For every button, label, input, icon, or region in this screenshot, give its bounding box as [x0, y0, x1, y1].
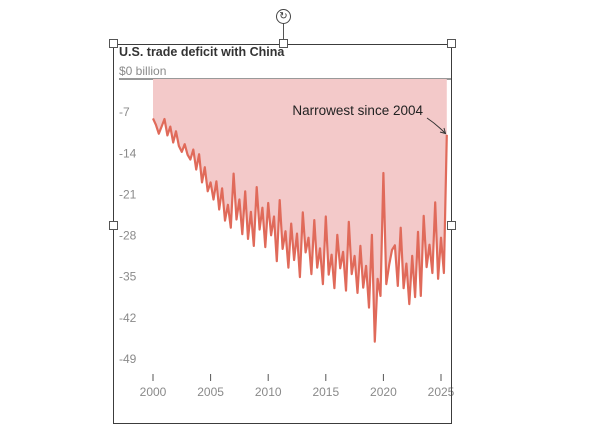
- annotation-arrow: [426, 117, 446, 134]
- resize-handle-top-center[interactable]: [279, 39, 288, 48]
- y-tick-label: -49: [119, 352, 137, 366]
- trade-deficit-chart: U.S. trade deficit with China $0 billion…: [119, 45, 455, 399]
- x-tick-label: 2010: [255, 385, 282, 399]
- resize-handle-top-right[interactable]: [447, 39, 456, 48]
- canvas: U.S. trade deficit with China $0 billion…: [109, 9, 456, 424]
- rotate-handle[interactable]: ↻: [276, 9, 291, 24]
- x-tick-label: 2020: [370, 385, 397, 399]
- resize-handle-middle-left[interactable]: [109, 221, 118, 230]
- x-axis: 2000 2005 2010 2015 2020 2025: [140, 374, 455, 399]
- y-tick-label: -28: [119, 229, 137, 243]
- y-axis-ticks: $0 billion -7 -14 -21 -28 -35 -42 -49: [119, 64, 166, 366]
- x-tick-label: 2005: [197, 385, 224, 399]
- y-tick-label: -14: [119, 146, 137, 160]
- annotation-arrowhead: [439, 127, 447, 135]
- resize-handle-middle-right[interactable]: [447, 221, 456, 230]
- deficit-series-line: [151, 117, 448, 343]
- y-tick-label: -42: [119, 311, 137, 325]
- y-tick-label: -21: [119, 187, 137, 201]
- chart-title: U.S. trade deficit with China: [119, 45, 285, 59]
- y-tick-label: -35: [119, 270, 137, 284]
- annotation-label: Narrowest since 2004: [292, 103, 423, 118]
- rotate-connector: [283, 22, 284, 44]
- rotate-icon: ↻: [279, 10, 288, 22]
- y-tick-label: -7: [119, 105, 130, 119]
- x-tick-label: 2015: [312, 385, 339, 399]
- x-tick-label: 2025: [428, 385, 455, 399]
- resize-handle-top-left[interactable]: [109, 39, 118, 48]
- selection-frame[interactable]: [113, 44, 452, 424]
- x-tick-label: 2000: [140, 385, 167, 399]
- y-tick-label: $0 billion: [119, 64, 166, 78]
